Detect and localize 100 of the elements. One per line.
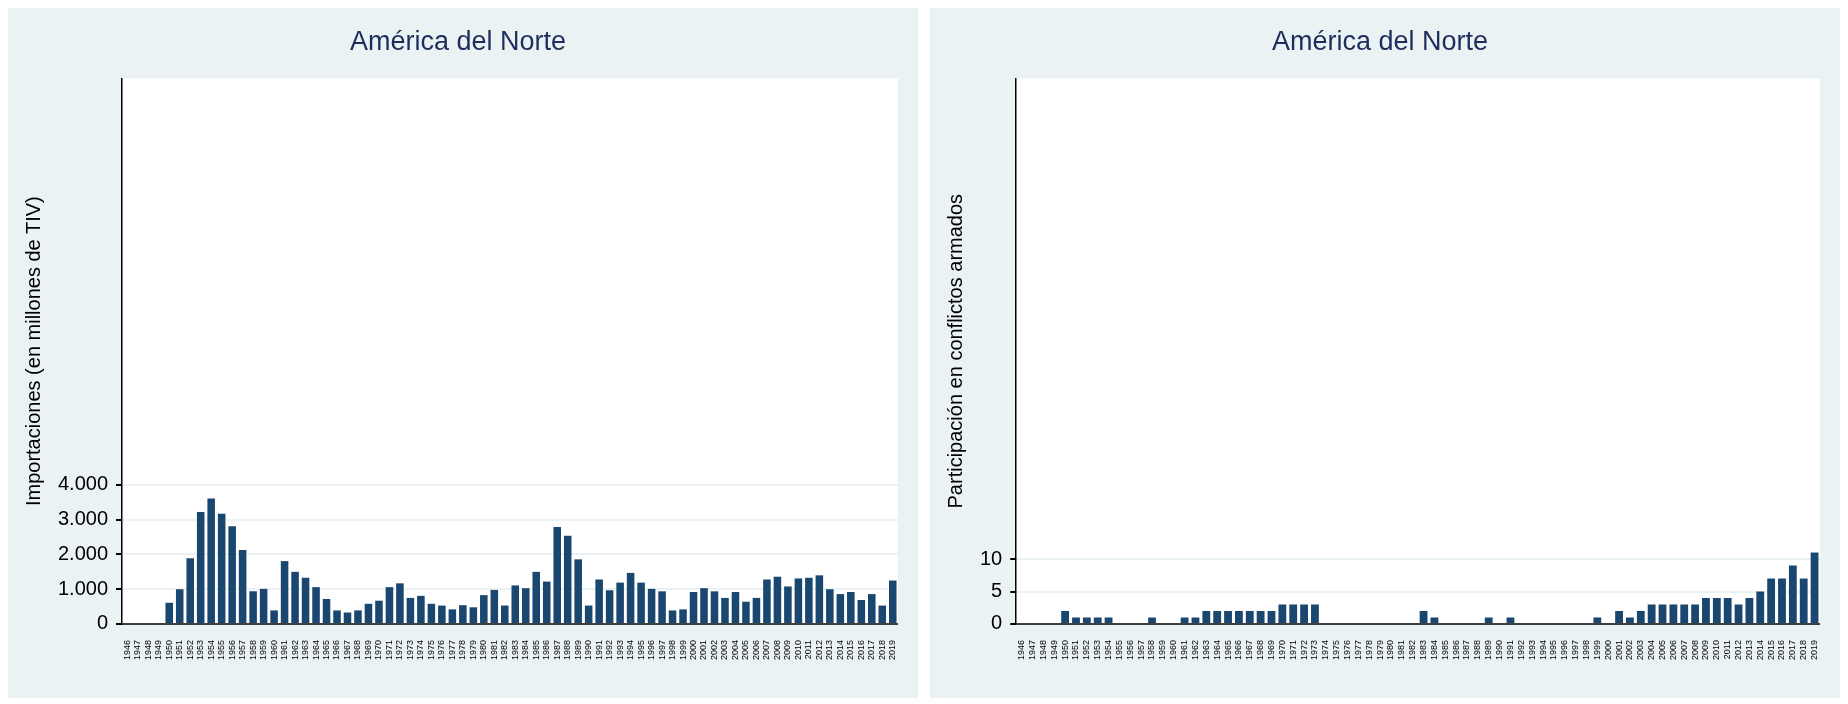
x-tick-label: 2017 bbox=[1787, 639, 1798, 661]
x-tick-label: 1982 bbox=[499, 639, 510, 661]
bar bbox=[1756, 591, 1765, 623]
x-tick-label: 2005 bbox=[740, 639, 751, 661]
x-tick-label: 2016 bbox=[855, 639, 866, 661]
x-tick-label: 1996 bbox=[1559, 639, 1570, 661]
y-tick-label: 10 bbox=[980, 546, 1003, 569]
x-tick-label: 1982 bbox=[1407, 639, 1418, 661]
x-tick-label: 1958 bbox=[1146, 639, 1157, 661]
bar bbox=[605, 590, 614, 623]
y-axis-title: Importaciones (en millones de TIV) bbox=[21, 196, 44, 507]
bar bbox=[1289, 604, 1298, 623]
x-tick-label: 1980 bbox=[478, 639, 489, 661]
x-tick-label: 1967 bbox=[341, 639, 352, 661]
x-tick-label: 2014 bbox=[834, 639, 845, 661]
x-tick-label: 1972 bbox=[394, 639, 405, 661]
bar bbox=[438, 605, 446, 623]
x-tick-label: 1976 bbox=[436, 639, 447, 661]
x-tick-label: 1948 bbox=[142, 639, 153, 661]
x-tick-label: 1994 bbox=[1537, 639, 1548, 661]
x-tick-label: 1981 bbox=[488, 639, 499, 661]
y-tick-label: 4.000 bbox=[57, 472, 109, 495]
x-tick-label: 1949 bbox=[1048, 639, 1059, 661]
x-tick-label: 1967 bbox=[1244, 639, 1255, 661]
bar bbox=[1191, 617, 1200, 623]
x-tick-label: 2001 bbox=[1613, 639, 1624, 661]
x-tick-label: 1997 bbox=[1570, 639, 1581, 661]
bar bbox=[668, 610, 677, 623]
x-tick-label: 1971 bbox=[1287, 639, 1298, 661]
x-tick-label: 1970 bbox=[373, 639, 384, 661]
bar bbox=[1300, 604, 1308, 623]
x-tick-label: 1993 bbox=[614, 639, 625, 661]
x-tick-label: 1966 bbox=[331, 639, 342, 661]
bar bbox=[375, 600, 383, 623]
x-tick-label: 1968 bbox=[1255, 639, 1266, 661]
y-tick-label: 0 bbox=[991, 611, 1003, 634]
bar bbox=[270, 610, 278, 623]
bar bbox=[1636, 610, 1645, 623]
bar bbox=[1723, 598, 1732, 623]
x-tick-label: 1999 bbox=[1591, 639, 1602, 661]
x-tick-label: 1963 bbox=[1200, 639, 1211, 661]
x-tick-label: 1987 bbox=[551, 639, 562, 661]
bar bbox=[1647, 604, 1656, 623]
bar bbox=[836, 594, 845, 623]
bar bbox=[238, 549, 247, 623]
bar bbox=[1691, 604, 1699, 623]
bar bbox=[1669, 604, 1678, 623]
x-tick-label: 1980 bbox=[1385, 639, 1396, 661]
bar bbox=[595, 579, 603, 623]
bar bbox=[259, 588, 268, 623]
bar bbox=[1680, 604, 1689, 623]
x-tick-label: 1960 bbox=[268, 639, 279, 661]
y-tick-label: 5 bbox=[991, 579, 1003, 602]
x-tick-label: 2013 bbox=[1743, 639, 1754, 661]
x-tick-label: 2006 bbox=[1667, 639, 1678, 661]
x-tick-label: 1979 bbox=[1374, 639, 1385, 661]
x-tick-label: 2006 bbox=[750, 639, 761, 661]
bar bbox=[1506, 617, 1515, 623]
x-tick-label: 1973 bbox=[1309, 639, 1320, 661]
bar bbox=[553, 527, 561, 623]
bar bbox=[1235, 610, 1243, 623]
bar bbox=[1224, 610, 1232, 623]
bar bbox=[1256, 610, 1265, 623]
x-tick-label: 1955 bbox=[216, 639, 227, 661]
x-tick-label: 2005 bbox=[1656, 639, 1667, 661]
x-tick-label: 1992 bbox=[604, 639, 615, 661]
bar bbox=[1658, 604, 1667, 623]
x-tick-label: 1952 bbox=[1081, 639, 1092, 661]
x-tick-label: 1977 bbox=[1352, 639, 1363, 661]
bar bbox=[637, 582, 645, 623]
bar bbox=[354, 610, 362, 623]
bar bbox=[427, 603, 436, 623]
x-tick-label: 1992 bbox=[1515, 639, 1526, 661]
x-tick-label: 1985 bbox=[1439, 639, 1450, 661]
bar bbox=[312, 587, 320, 623]
bar bbox=[406, 597, 415, 623]
x-tick-label: 2015 bbox=[1765, 639, 1776, 661]
bar bbox=[1148, 617, 1156, 623]
x-tick-label: 1950 bbox=[1059, 639, 1070, 661]
x-tick-label: 1989 bbox=[1483, 639, 1494, 661]
x-tick-label: 1991 bbox=[593, 639, 604, 661]
x-tick-label: 2011 bbox=[1722, 639, 1733, 660]
x-tick-label: 1998 bbox=[667, 639, 678, 661]
bar bbox=[805, 577, 813, 623]
bar bbox=[647, 588, 656, 623]
x-tick-label: 2007 bbox=[1678, 639, 1689, 661]
bar bbox=[291, 571, 299, 623]
x-tick-label: 2012 bbox=[813, 639, 824, 661]
x-tick-label: 1984 bbox=[520, 639, 531, 661]
x-tick-label: 1985 bbox=[530, 639, 541, 661]
x-tick-label: 1957 bbox=[1135, 639, 1146, 661]
x-tick-label: 1953 bbox=[1092, 639, 1103, 661]
bar bbox=[322, 598, 331, 623]
bar bbox=[165, 602, 174, 623]
bar bbox=[1430, 617, 1439, 623]
x-tick-label: 1991 bbox=[1504, 639, 1515, 661]
bar bbox=[301, 577, 310, 623]
x-tick-label: 2004 bbox=[1646, 639, 1657, 661]
bar bbox=[1104, 617, 1113, 623]
x-tick-label: 1995 bbox=[635, 639, 646, 661]
